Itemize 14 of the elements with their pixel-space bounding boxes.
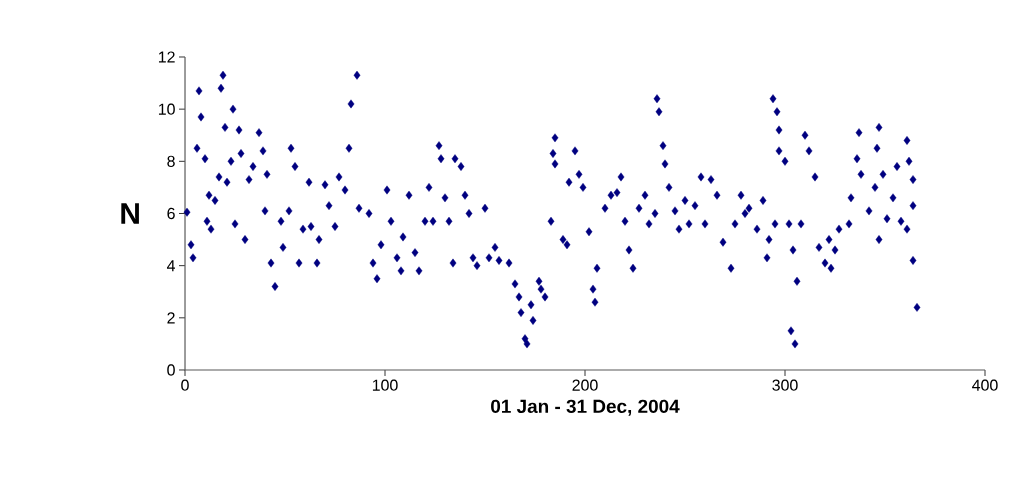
y-tick-label: 6 <box>167 207 175 220</box>
x-tick-label: 400 <box>972 379 998 391</box>
x-tick-label: 0 <box>181 379 189 391</box>
x-axis-title: 01 Jan - 31 Dec, 2004 <box>491 399 680 416</box>
y-tick-label: 8 <box>167 155 175 167</box>
x-tick-label: 300 <box>772 379 798 391</box>
y-tick-label: 12 <box>158 51 175 63</box>
x-tick-label: 200 <box>572 379 598 391</box>
y-tick-label: 10 <box>158 103 175 115</box>
y-tick-label: 4 <box>166 260 176 272</box>
x-tick-label: 100 <box>372 379 398 391</box>
y-tick-label: 2 <box>167 312 175 324</box>
y-tick-label: 0 <box>167 364 175 376</box>
y-axis-title: N <box>121 203 139 224</box>
